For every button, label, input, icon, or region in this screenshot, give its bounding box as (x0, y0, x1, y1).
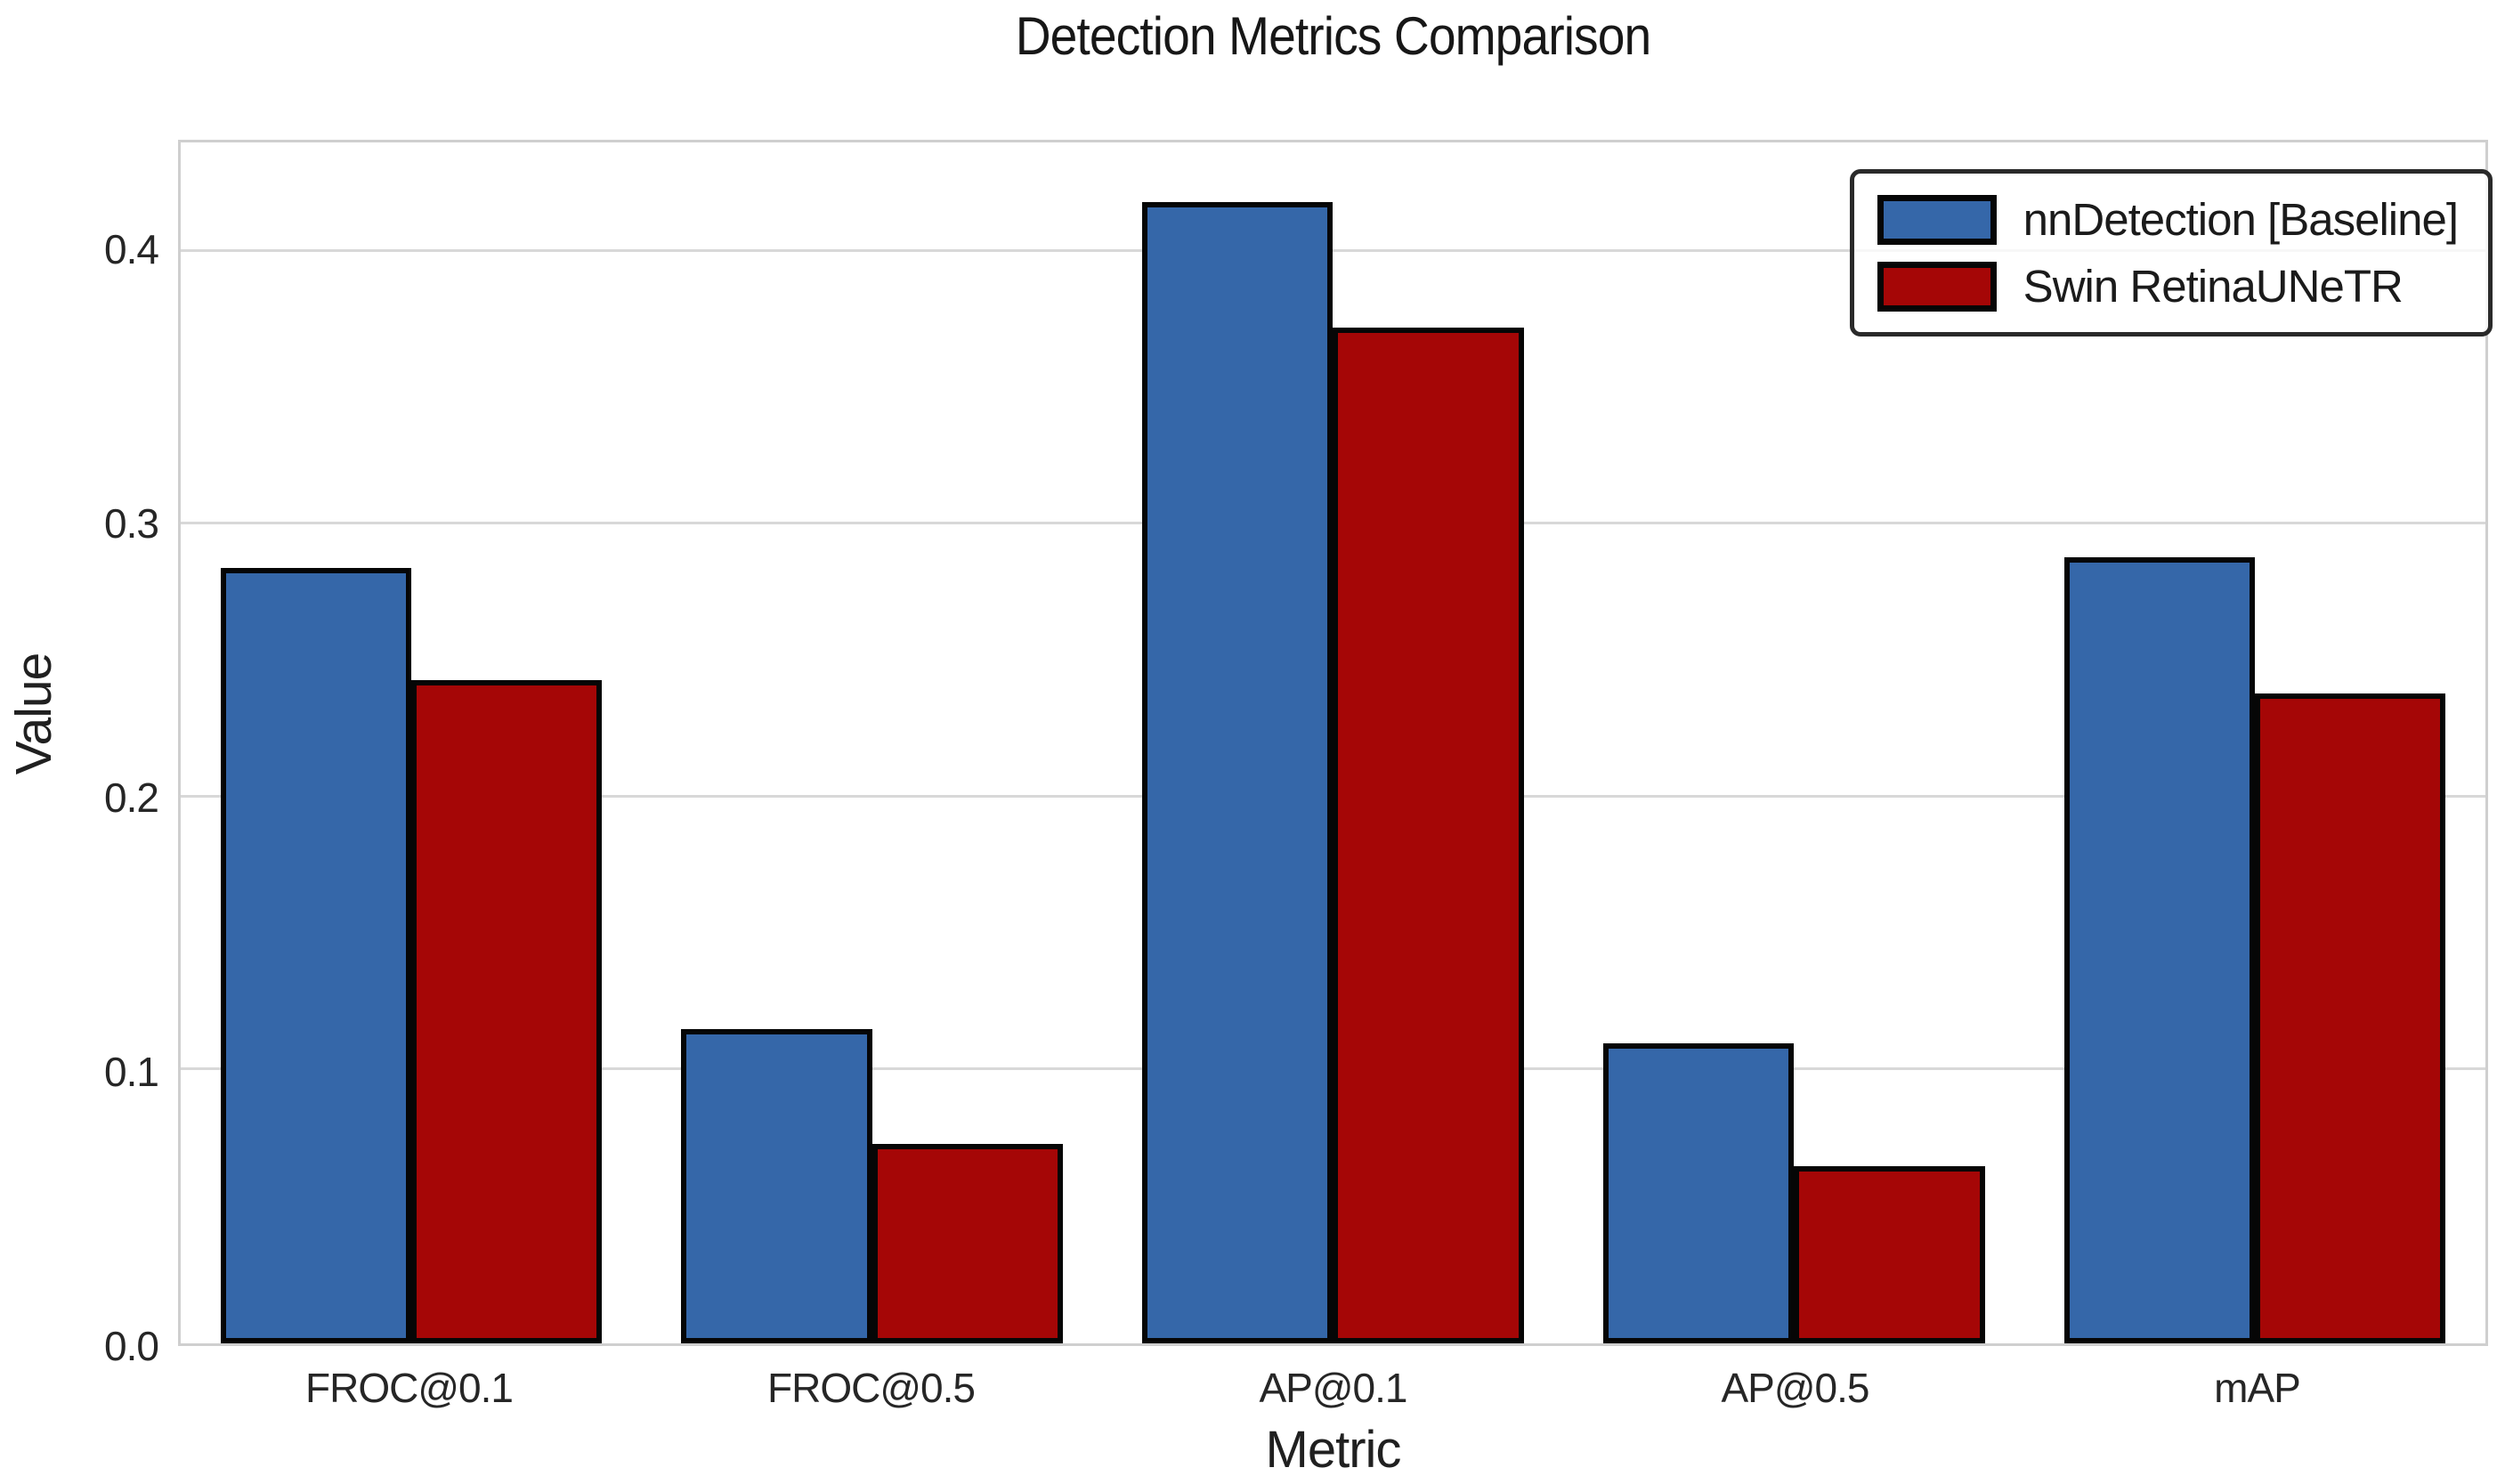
legend-swatch-nndetection-baseline (1877, 194, 1997, 245)
bar-group-ap-0-5 (1563, 142, 2024, 1343)
bar-nndetection-baseline-ap-0-1 (1142, 202, 1334, 1343)
bar-group-ap-0-1 (1103, 142, 1564, 1343)
bar-group-map (2024, 142, 2485, 1343)
x-tick-label-map: mAP (2214, 1365, 2301, 1411)
bar-nndetection-baseline-froc-0-1 (220, 568, 411, 1343)
x-axis-label: Metric (1265, 1420, 1402, 1479)
bar-swin-retinaunetr-ap-0-5 (1794, 1165, 1985, 1343)
y-tick-label-0.0: 0.0 (104, 1323, 159, 1369)
legend-row-nndetection-baseline: nnDetection [Baseline] (1877, 193, 2459, 246)
x-tick-label-ap-0-1: AP@0.1 (1259, 1365, 1407, 1411)
legend-swatch-swin-retinaunetr (1877, 261, 1997, 312)
y-axis-ticks: 0.0 0.1 0.2 0.3 0.4 (0, 140, 159, 1369)
bar-swin-retinaunetr-map (2255, 693, 2446, 1343)
plot-area (178, 140, 2488, 1346)
gridline-y-0.4 (181, 248, 2485, 252)
x-axis-ticks: FROC@0.1 FROC@0.5 AP@0.1 AP@0.5 mAP (178, 1357, 2488, 1419)
bar-group-froc-0-5 (642, 142, 1103, 1343)
bar-group-froc-0-1 (181, 142, 642, 1343)
x-tick-label-froc-0-5: FROC@0.5 (767, 1365, 976, 1411)
y-tick-label-0.4: 0.4 (104, 226, 159, 273)
y-tick-label-0.2: 0.2 (104, 774, 159, 822)
bar-nndetection-baseline-map (2063, 557, 2256, 1343)
y-tick-label-0.1: 0.1 (104, 1049, 159, 1096)
bars-row (181, 142, 2485, 1343)
legend-label: nnDetection [Baseline] (2023, 194, 2459, 245)
y-tick-label-0.3: 0.3 (104, 500, 159, 547)
legend-row-swin-retinaunetr: Swin RetinaUNeTR (1877, 260, 2458, 312)
x-tick-label-ap-0-5: AP@0.5 (1721, 1365, 1869, 1411)
bar-swin-retinaunetr-froc-0-1 (410, 679, 603, 1343)
x-tick-label-froc-0-1: FROC@0.1 (305, 1365, 514, 1411)
bar-swin-retinaunetr-froc-0-5 (871, 1144, 1064, 1343)
bar-nndetection-baseline-ap-0-5 (1602, 1042, 1795, 1343)
legend-label: Swin RetinaUNeTR (2023, 261, 2404, 312)
legend: nnDetection [Baseline] Swin RetinaUNeTR (1849, 169, 2493, 337)
bar-nndetection-baseline-froc-0-5 (681, 1029, 872, 1343)
chart-title: Detection Metrics Comparison (1015, 5, 1651, 66)
bar-swin-retinaunetr-ap-0-1 (1333, 328, 1524, 1343)
